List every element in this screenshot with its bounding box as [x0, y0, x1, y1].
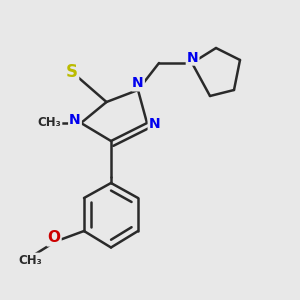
Text: N: N	[69, 113, 81, 127]
Text: CH₃: CH₃	[38, 116, 62, 130]
Text: CH₃: CH₃	[18, 254, 42, 267]
Text: N: N	[132, 76, 144, 90]
Text: N: N	[149, 118, 160, 131]
Text: S: S	[66, 63, 78, 81]
Text: N: N	[187, 51, 198, 64]
Text: O: O	[47, 230, 61, 245]
